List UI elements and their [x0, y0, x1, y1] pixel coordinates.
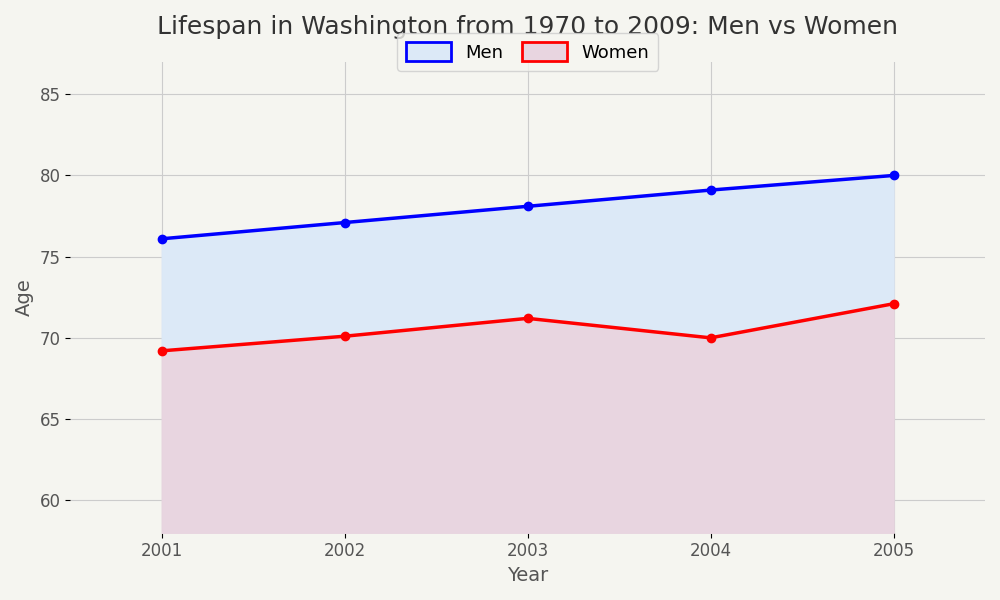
Legend: Men, Women: Men, Women — [397, 33, 658, 71]
X-axis label: Year: Year — [507, 566, 548, 585]
Title: Lifespan in Washington from 1970 to 2009: Men vs Women: Lifespan in Washington from 1970 to 2009… — [157, 15, 898, 39]
Y-axis label: Age: Age — [15, 278, 34, 316]
